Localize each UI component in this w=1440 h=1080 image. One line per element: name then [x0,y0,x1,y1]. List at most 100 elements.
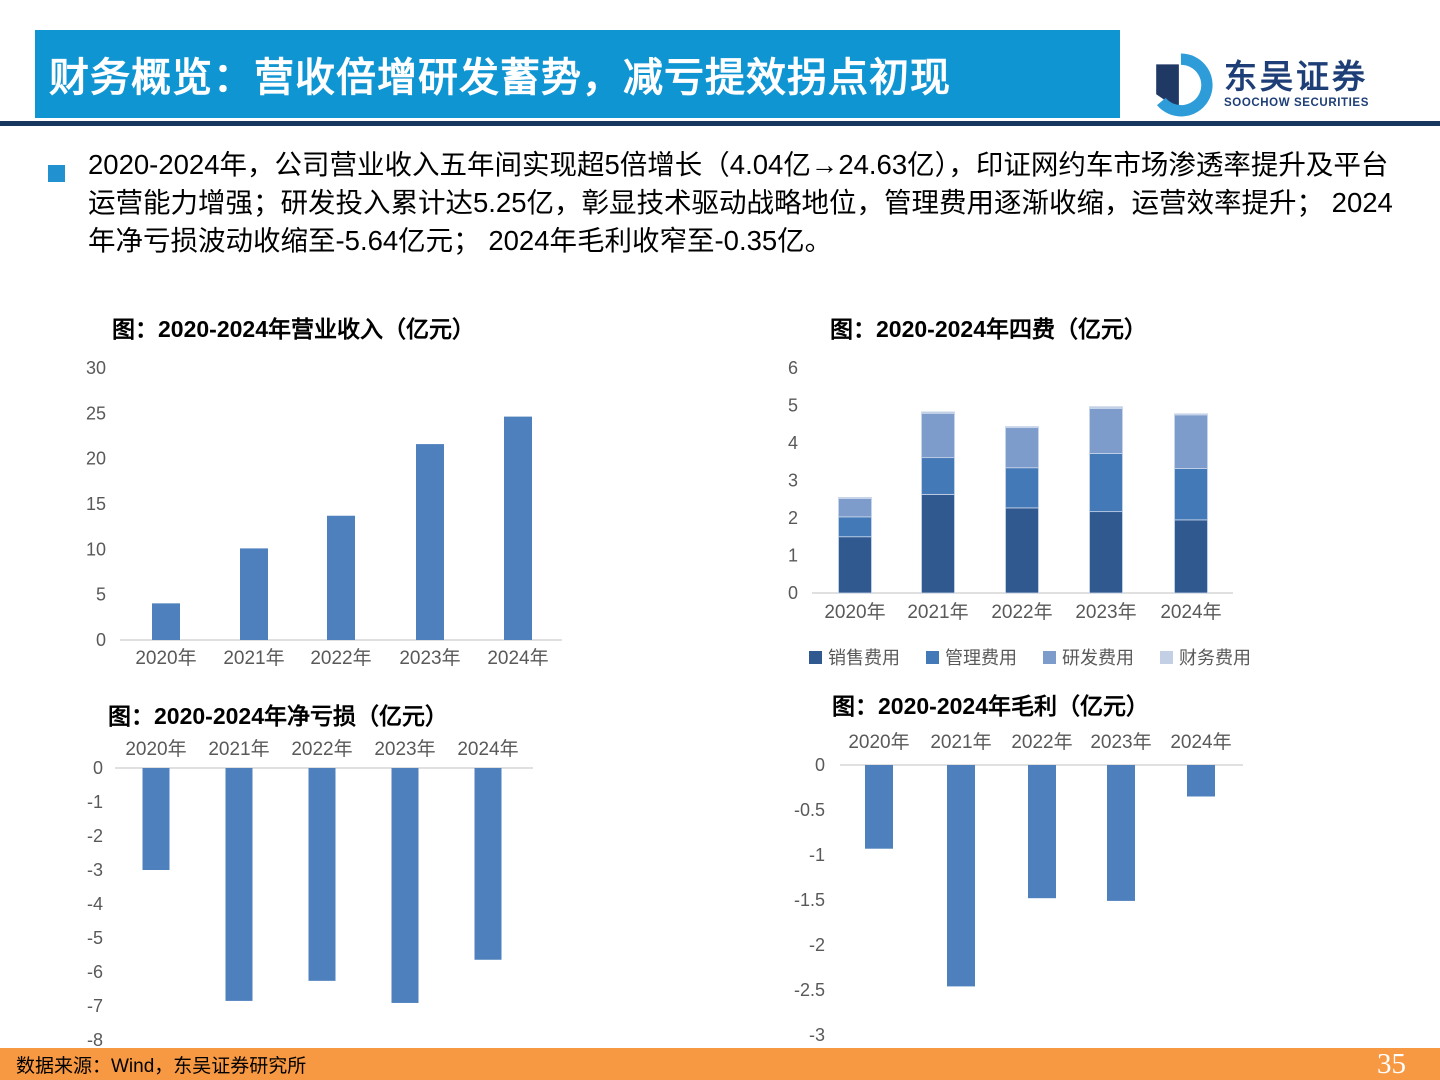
bar [1028,765,1056,899]
summary-paragraph: 2020-2024年，公司营业收入五年间实现超5倍增长（4.04亿→24.63亿… [88,149,1393,256]
x-category-label: 2023年 [399,647,460,669]
legend-label: 管理费用 [945,648,1017,668]
y-tick-label: -1 [809,845,825,865]
y-tick-label: -8 [87,1030,103,1050]
legend-label: 研发费用 [1062,648,1134,668]
stacked-bar-segment [1089,453,1123,513]
y-tick-label: -2 [87,826,103,846]
legend-swatch [1043,650,1056,664]
bullet-marker [48,165,65,182]
y-tick-label: 0 [788,583,798,603]
stacked-bar-segment [1174,413,1208,416]
y-tick-label: 10 [86,539,106,559]
bar [142,768,170,870]
y-tick-label: 4 [788,433,798,453]
header-banner: 财务概览：营收倍增研发蓄势，减亏提效拐点初现 [35,30,1120,118]
stacked-bar-segment [838,496,872,499]
stacked-bar-segment [838,516,872,538]
x-category-label: 2020年 [125,738,186,760]
x-category-label: 2021年 [223,647,284,669]
stacked-bar-segment [921,412,955,459]
x-category-label: 2020年 [135,647,196,669]
x-category-label: 2023年 [374,738,435,760]
y-tick-label: -0.5 [794,800,825,820]
y-tick-label: 0 [815,755,825,775]
x-category-label: 2021年 [930,731,991,753]
stacked-bar-segment [1005,507,1039,594]
stacked-bar-segment [1174,414,1208,469]
y-tick-label: 25 [86,403,106,423]
chart-revenue: 0 5 10 15 20 25 30 2020年 2021年 2022年 2023年 2024年 [86,358,562,669]
logo-name-en: SOOCHOW SECURITIES [1224,97,1369,109]
chart-gross-profit: 0 -0.5 -1 -1.5 -2 -2.5 -3 2020年 2021年 2022年 2023年 2… [794,731,1243,1045]
x-category-label: 2024年 [1170,731,1231,753]
stacked-bar-segment [1089,408,1123,454]
x-category-label: 2020年 [824,601,885,623]
bar [391,768,419,1003]
x-category-label: 2024年 [487,647,548,669]
page-number: 35 [1377,1047,1406,1080]
bar [1187,765,1215,797]
bar [308,768,336,981]
stacked-bar-segment [921,411,955,414]
brand-logo: 东吴证券 SOOCHOW SECURITIES [1150,50,1410,120]
stacked-bar-segment [1005,467,1039,509]
x-category-label: 2021年 [907,601,968,623]
chart-expenses-legend: 销售费用 管理费用 研发费用 财务费用 [780,644,1280,670]
bar [152,603,180,640]
chart-title-gross-profit: 图：2020-2024年毛利（亿元） [832,693,1149,719]
logo-text: 东吴证券 SOOCHOW SECURITIES [1224,60,1369,110]
x-category-label: 2023年 [1090,731,1151,753]
y-tick-label: 20 [86,449,106,469]
legend-item: 销售费用 [809,644,900,670]
chart-net-loss: 0 -1 -2 -3 -4 -5 -6 -7 -8 2020年 2021年 2022年 2023年 202… [87,738,533,1050]
bar [416,444,444,640]
x-category-label: 2021年 [208,738,269,760]
y-tick-label: 15 [86,494,106,514]
y-tick-label: -5 [87,928,103,948]
y-tick-label: 2 [788,508,798,528]
bar [225,768,253,1001]
stacked-bar-segment [921,457,955,495]
y-tick-label: -3 [809,1025,825,1045]
legend-item: 管理费用 [926,644,1017,670]
legend-item: 研发费用 [1043,644,1134,670]
y-tick-label: 1 [788,546,798,566]
chart-title-net-loss: 图：2020-2024年净亏损（亿元） [108,703,448,729]
data-source-note: 数据来源：Wind，东吴证券研究所 [16,1055,307,1077]
y-tick-label: 3 [788,471,798,491]
chart-title-revenue: 图：2020-2024年营业收入（亿元） [112,316,475,342]
y-tick-label: 5 [96,585,106,605]
y-tick-label: -2.5 [794,980,825,1000]
bar [504,416,532,640]
stacked-bar-segment [838,498,872,518]
soochow-logo-icon [1156,53,1213,117]
legend-swatch [1160,650,1173,664]
x-category-label: 2024年 [457,738,518,760]
footer-bar: 数据来源：Wind，东吴证券研究所 35 [0,1048,1440,1080]
y-tick-label: -3 [87,860,103,880]
stacked-bar-segment [1174,519,1208,594]
legend-swatch [809,650,822,664]
page-title: 财务概览：营收倍增研发蓄势，减亏提效拐点初现 [49,56,951,100]
y-tick-label: -1 [87,792,103,812]
chart-title-expenses: 图：2020-2024年四费（亿元） [830,316,1147,342]
y-tick-label: 30 [86,358,106,378]
y-tick-label: -6 [87,962,103,982]
bar [865,765,893,849]
y-tick-label: -7 [87,996,103,1016]
stacked-bar-segment [1005,426,1039,429]
x-category-label: 2022年 [1011,731,1072,753]
legend-swatch [926,650,939,664]
y-tick-label: -4 [87,894,103,914]
stacked-bar-segment [1005,427,1039,469]
y-tick-label: 5 [788,396,798,416]
stacked-bar-segment [838,536,872,594]
bar [240,548,268,640]
stacked-bar-segment [921,493,955,594]
x-category-label: 2023年 [1075,601,1136,623]
y-tick-label: 0 [96,630,106,650]
y-tick-label: 6 [788,358,798,378]
x-category-label: 2022年 [310,647,371,669]
